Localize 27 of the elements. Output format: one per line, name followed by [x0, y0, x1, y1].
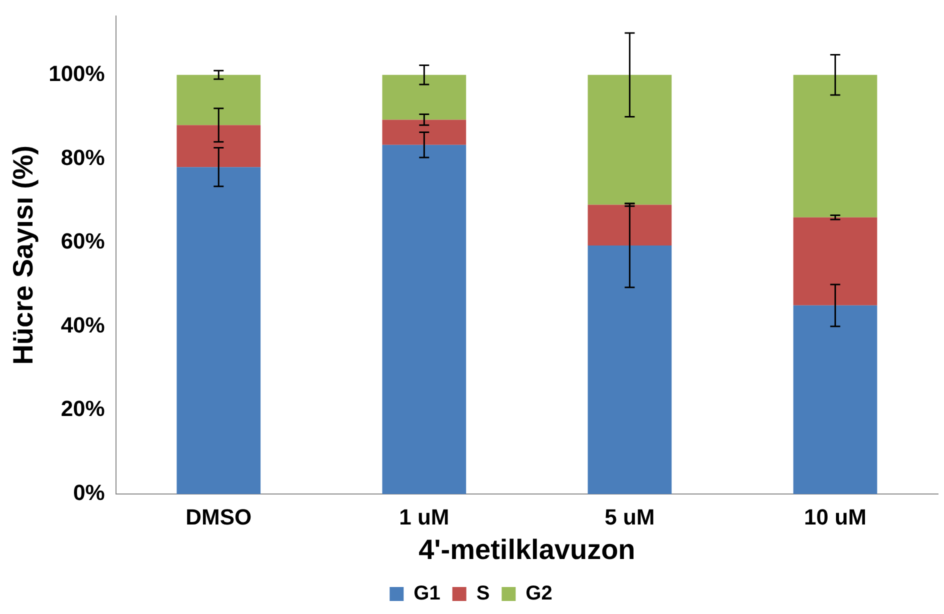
x-tick-label: 5 uM	[604, 504, 655, 530]
x-tick-label: 10 uM	[804, 504, 866, 530]
x-tick-label: 1 uM	[399, 504, 450, 530]
bar	[382, 74, 466, 120]
bar	[793, 74, 878, 218]
legend-label: G1	[414, 582, 440, 605]
y-tick-label: 100%	[48, 60, 105, 86]
legend-label: S	[476, 582, 490, 605]
bar	[588, 204, 672, 246]
bar	[588, 74, 672, 205]
y-tick-label: 80%	[60, 144, 105, 170]
bar	[176, 167, 261, 494]
bar	[382, 144, 466, 494]
y-tick-label: 0%	[73, 480, 105, 506]
y-tick-label: 20%	[60, 396, 105, 422]
bar	[793, 305, 878, 494]
y-axis-title: Hücre Sayısı (%)	[8, 145, 39, 365]
x-tick-label: DMSO	[186, 504, 252, 530]
legend-label: G2	[526, 582, 552, 605]
bar	[176, 74, 261, 126]
bar	[793, 217, 878, 306]
bar	[176, 125, 261, 168]
y-tick-label: 60%	[60, 228, 105, 254]
bar	[588, 245, 672, 494]
y-tick-label: 40%	[60, 312, 105, 338]
x-axis-title: 4'-metilklavuzon	[418, 534, 636, 565]
bar	[382, 120, 466, 145]
